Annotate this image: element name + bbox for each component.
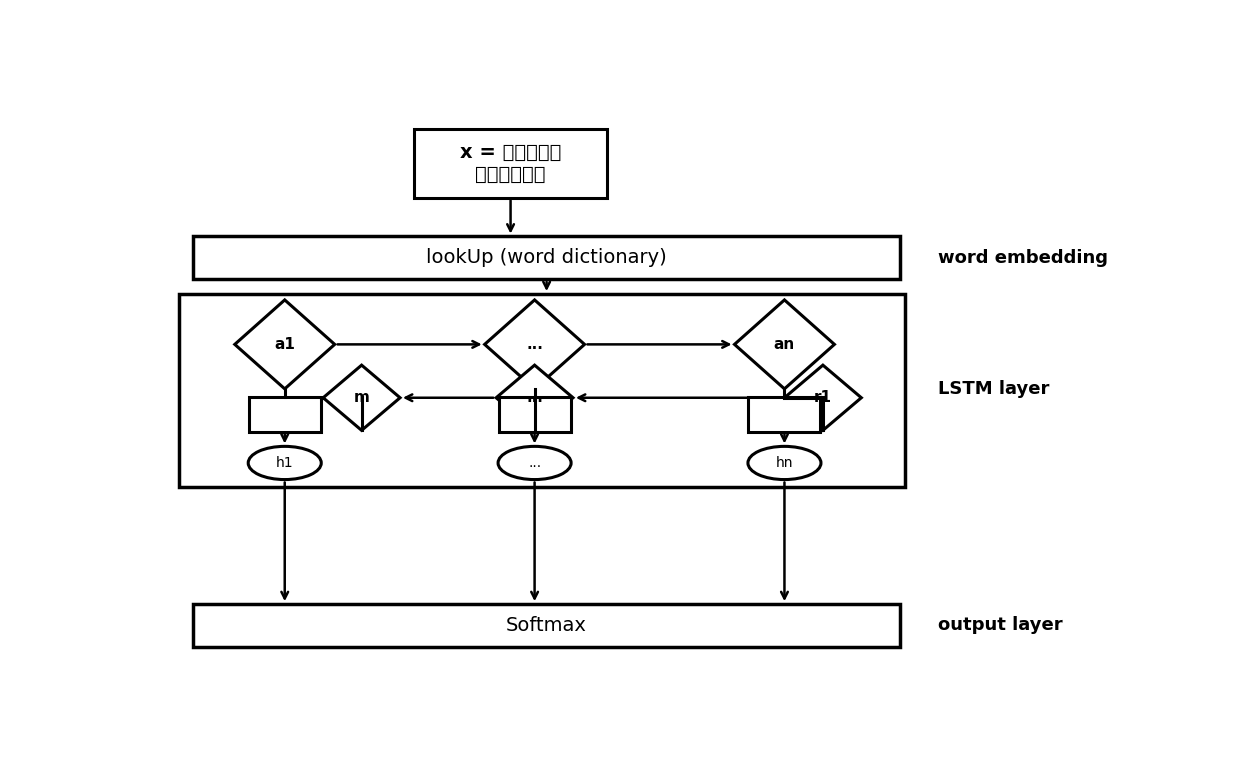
Text: ...: ... <box>526 337 543 352</box>
Polygon shape <box>485 300 584 389</box>
Text: lookUp (word dictionary): lookUp (word dictionary) <box>427 248 667 267</box>
Bar <box>498 397 570 431</box>
Text: ...: ... <box>528 456 541 470</box>
Text: Softmax: Softmax <box>506 616 587 635</box>
Polygon shape <box>496 365 573 430</box>
Text: r1: r1 <box>813 390 832 405</box>
Bar <box>179 294 904 487</box>
Text: LSTM layer: LSTM layer <box>939 380 1049 398</box>
Text: hn: hn <box>776 456 794 470</box>
Bar <box>749 397 821 431</box>
Text: m: m <box>353 390 370 405</box>
Ellipse shape <box>748 447 821 480</box>
Text: x = 沙县作为小
吃的一个品牌: x = 沙县作为小 吃的一个品牌 <box>460 143 562 184</box>
Bar <box>414 129 606 198</box>
Ellipse shape <box>498 447 572 480</box>
Text: h1: h1 <box>277 456 294 470</box>
Polygon shape <box>324 365 401 430</box>
Text: word embedding: word embedding <box>939 249 1109 267</box>
Text: a1: a1 <box>274 337 295 352</box>
Text: ...: ... <box>526 390 543 405</box>
Text: an: an <box>774 337 795 352</box>
Polygon shape <box>734 300 835 389</box>
Bar <box>249 397 321 431</box>
Bar <box>193 604 900 647</box>
Bar <box>193 236 900 280</box>
Polygon shape <box>785 365 862 430</box>
Ellipse shape <box>248 447 321 480</box>
Polygon shape <box>234 300 335 389</box>
Text: output layer: output layer <box>939 617 1063 634</box>
